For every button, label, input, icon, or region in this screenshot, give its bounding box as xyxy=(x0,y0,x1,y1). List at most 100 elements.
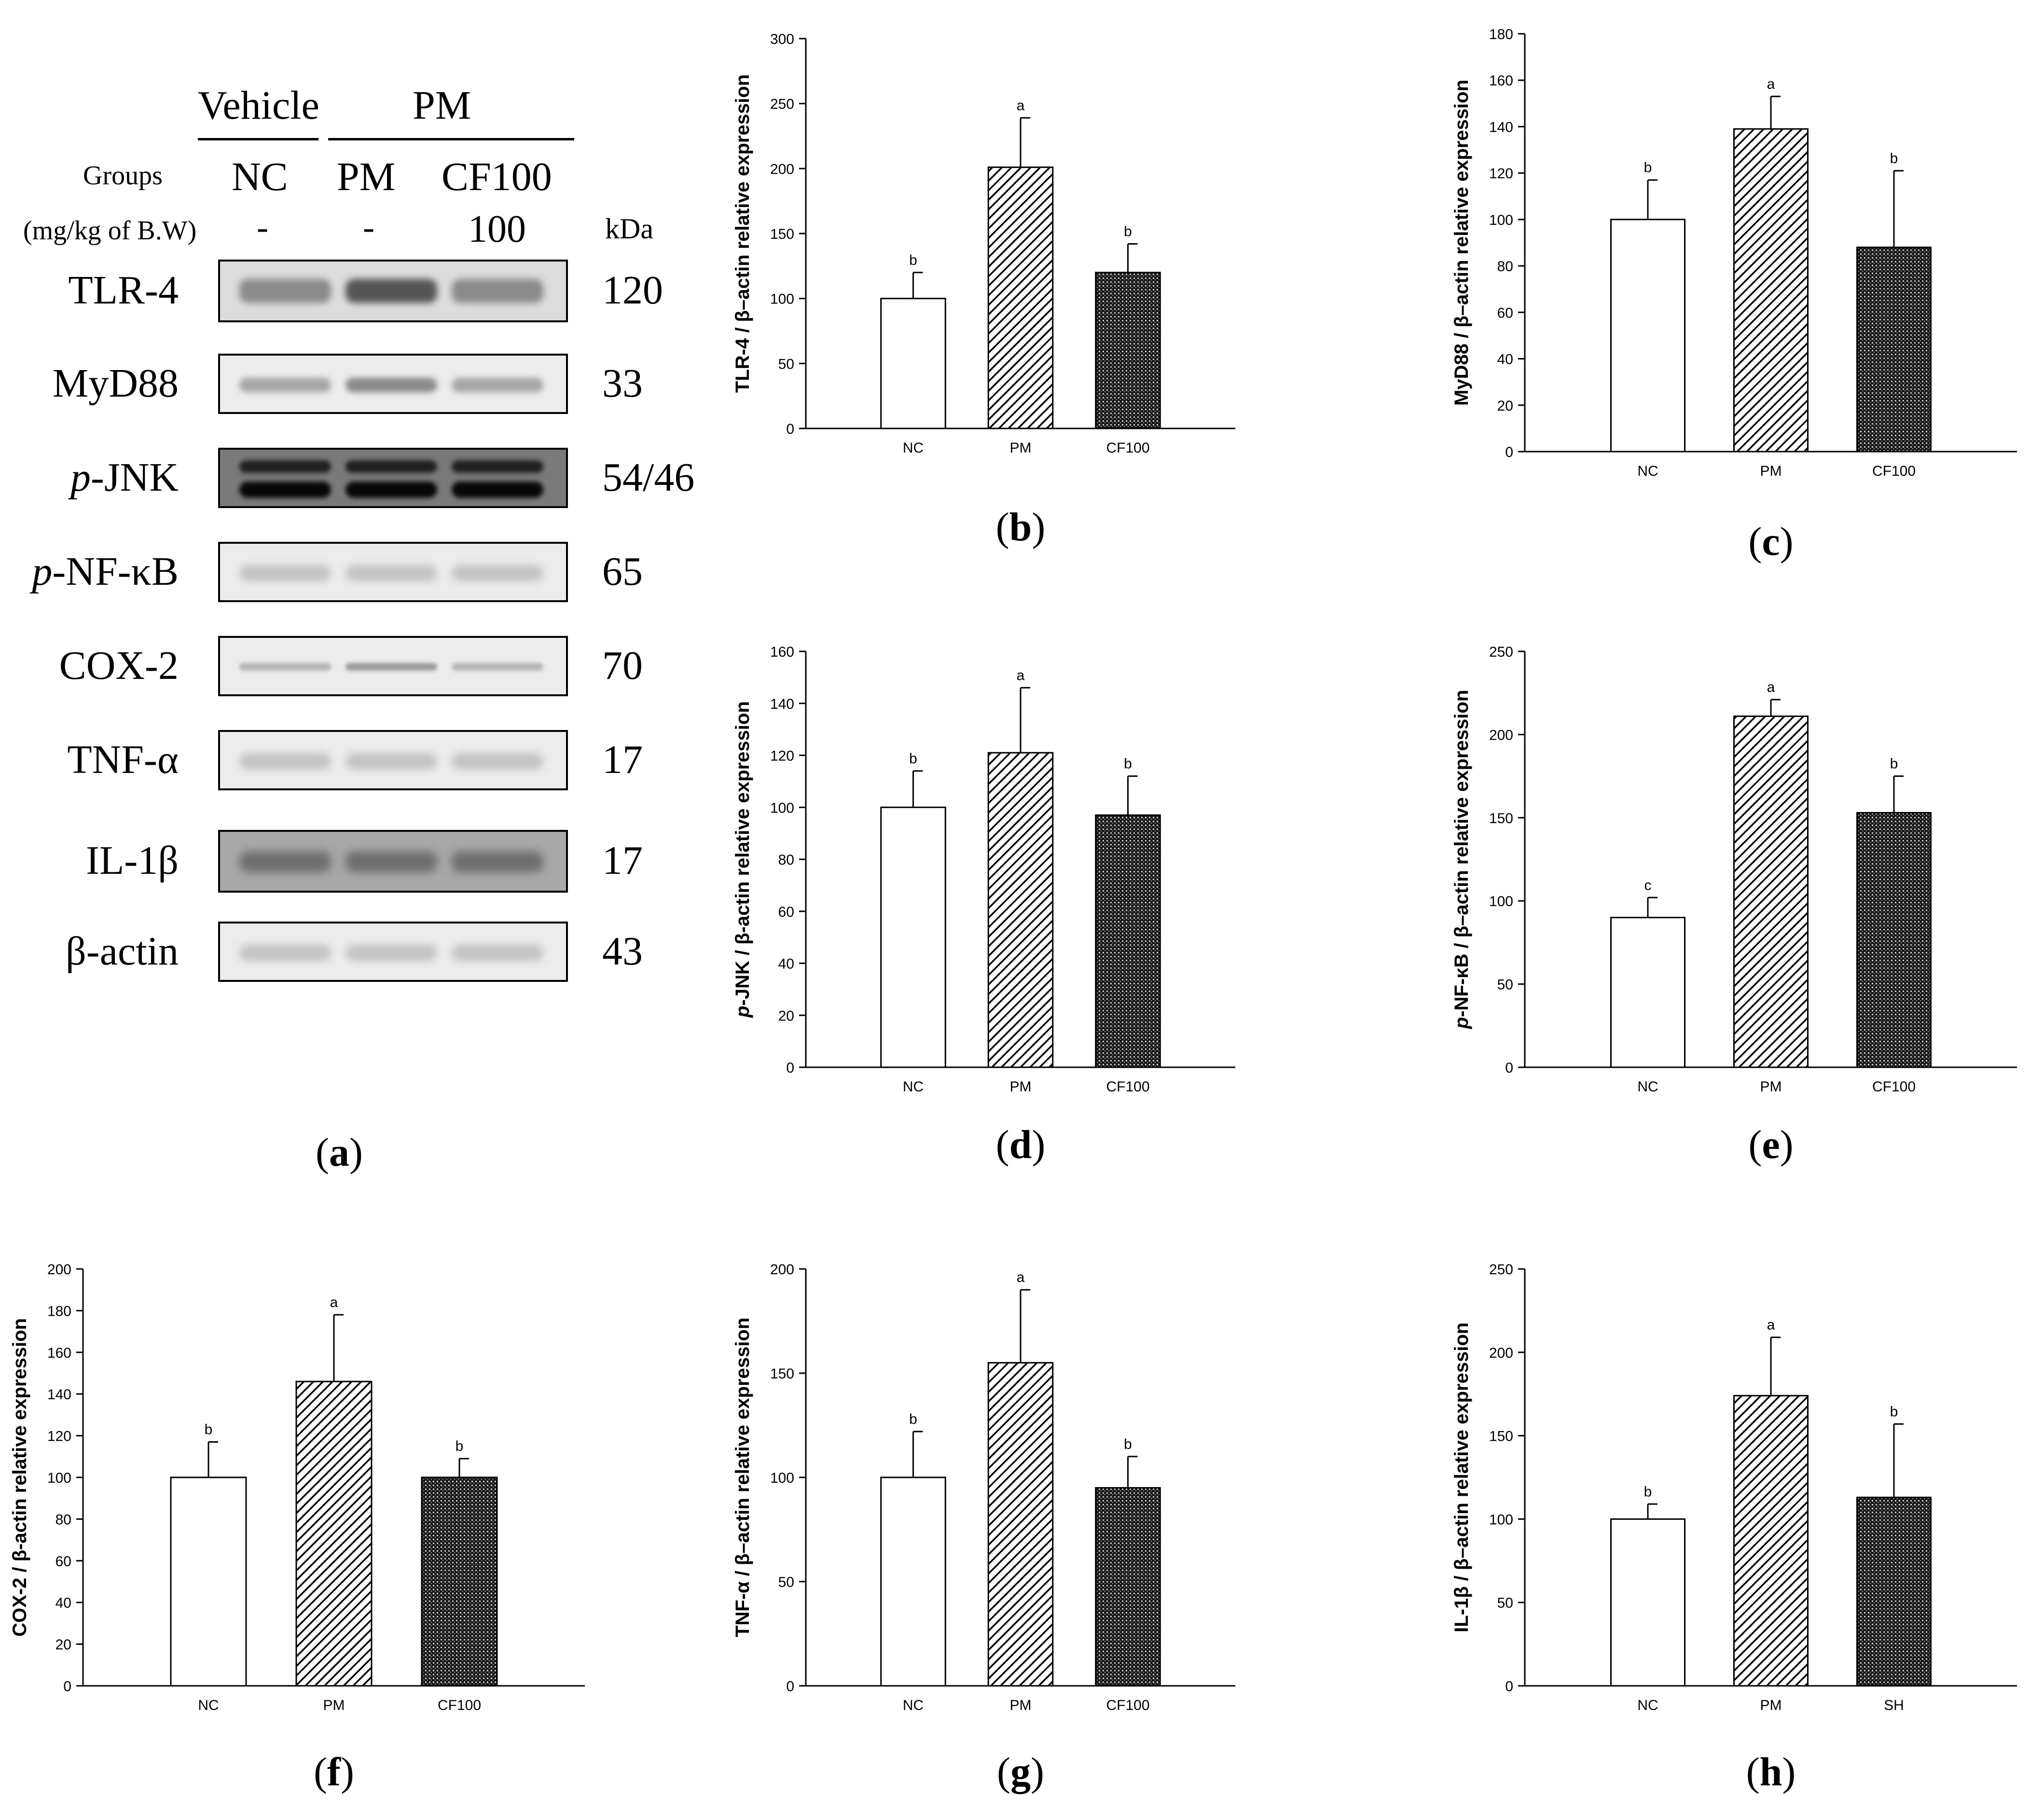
y-tick-label: 80 xyxy=(1497,259,1513,275)
y-tick-label: 160 xyxy=(770,644,794,660)
y-tick-label: 20 xyxy=(55,1637,71,1653)
x-tick-label: NC xyxy=(903,1079,924,1095)
y-tick-label: 80 xyxy=(778,852,794,868)
blot-row-label-text: -JNK xyxy=(91,455,179,500)
y-tick-label: 80 xyxy=(55,1512,71,1528)
x-tick-label: NC xyxy=(1637,1697,1658,1713)
x-tick-label: PM xyxy=(1760,463,1782,479)
y-tick-label: 150 xyxy=(1489,1429,1513,1445)
significance-letter: b xyxy=(1890,151,1898,166)
y-tick-label: 160 xyxy=(47,1345,71,1361)
protein-band xyxy=(345,753,437,770)
bar xyxy=(1733,128,1809,453)
blot-band-strip xyxy=(218,542,568,602)
x-tick-label: NC xyxy=(903,440,924,456)
blot-row-label: TLR-4 xyxy=(68,267,179,314)
y-axis-label: TLR-4 / β–actin relative expression xyxy=(732,74,753,393)
x-tick-label: CF100 xyxy=(1106,1079,1149,1095)
lane-label-cf100: CF100 xyxy=(442,154,552,199)
x-tick-label: CF100 xyxy=(438,1697,481,1713)
blot-row-label-text: -NF-κB xyxy=(52,549,179,594)
bar xyxy=(880,1476,946,1687)
y-axis-label-text: IL-1β / β–actin relative expression xyxy=(1451,1323,1472,1632)
significance-letter: b xyxy=(1124,756,1132,772)
y-axis-label: MyD88 / β–actin relative expression xyxy=(1451,80,1472,406)
protein-band xyxy=(452,460,543,473)
chart-panel-e: 0 50 100 150 200 250 p-NF-κB / β–actin relativ… xyxy=(1451,644,2017,1167)
y-tick-label: 0 xyxy=(786,1060,794,1076)
y-tick-label: 60 xyxy=(778,904,794,920)
blot-band-strip xyxy=(218,830,568,893)
y-tick-label: 20 xyxy=(1497,398,1513,414)
y-tick-label: 120 xyxy=(47,1429,71,1445)
blot-row-label: TNF-α xyxy=(67,736,179,783)
significance-letter: a xyxy=(1767,1317,1775,1333)
y-tick-label: 50 xyxy=(1497,1595,1513,1611)
lane-label-nc: NC xyxy=(232,154,288,199)
y-tick-label: 140 xyxy=(1489,119,1513,135)
panel-letter-paren: ( xyxy=(1748,519,1762,564)
panel-letter-paren: ) xyxy=(1031,1750,1044,1794)
blot-row-label: COX-2 xyxy=(59,642,179,689)
blot-band-strip xyxy=(218,922,568,982)
panel-letter-paren: ) xyxy=(1032,1122,1045,1167)
panel-letter-g: (g) xyxy=(997,1750,1044,1794)
significance-letter: a xyxy=(330,1295,338,1310)
bar xyxy=(1856,812,1932,1068)
y-tick-label: 0 xyxy=(786,1679,794,1695)
panel-letter-a: (a) xyxy=(316,1130,363,1175)
blot-band-strip xyxy=(218,354,568,414)
y-tick-label: 40 xyxy=(55,1595,71,1611)
bar xyxy=(1610,219,1685,453)
y-tick-label: 200 xyxy=(770,1262,794,1278)
y-axis-label-text: -NF-κB / β–actin relative expression xyxy=(1451,690,1472,1017)
dose-nc: - xyxy=(257,208,268,247)
y-tick-label: 100 xyxy=(1489,894,1513,909)
significance-letter: b xyxy=(1644,160,1652,176)
x-tick-label: SH xyxy=(1884,1697,1904,1713)
chart-panel-b: 0 50 100 150 200 250 300 TLR-4 / β–actin relati… xyxy=(732,31,1235,550)
panel-letter-e: (e) xyxy=(1748,1122,1793,1167)
x-tick-label: NC xyxy=(198,1697,219,1713)
x-tick-label: PM xyxy=(323,1697,345,1713)
protein-band xyxy=(239,460,331,473)
blot-row-kda: 54/46 xyxy=(602,455,695,500)
x-tick-label: CF100 xyxy=(1106,440,1149,456)
panel-letter-paren: ) xyxy=(341,1750,354,1794)
lane-label-pm: PM xyxy=(337,154,396,199)
protein-band xyxy=(452,851,543,872)
protein-band xyxy=(452,663,543,671)
protein-band xyxy=(452,565,543,581)
panel-letter-value: b xyxy=(1009,505,1032,550)
blot-band-strip xyxy=(218,636,568,696)
pm-group-header: PM xyxy=(413,83,471,128)
panel-letter-paren: ) xyxy=(1780,519,1794,564)
significance-letter: b xyxy=(1890,756,1898,772)
blot-row-label-text: TNF-α xyxy=(67,737,179,782)
bar xyxy=(987,166,1054,429)
significance-letter: b xyxy=(205,1422,213,1438)
x-tick-label: NC xyxy=(1637,463,1658,479)
blot-row-label-text: COX-2 xyxy=(59,643,179,688)
x-tick-label: PM xyxy=(1760,1697,1782,1713)
panel-letter-paren: ) xyxy=(1032,505,1045,550)
panel-letter-h: (h) xyxy=(1746,1750,1796,1794)
blot-row-kda: 17 xyxy=(602,737,643,782)
y-tick-label: 0 xyxy=(1505,444,1513,460)
bar xyxy=(1856,247,1932,453)
x-tick-label: CF100 xyxy=(1872,463,1916,479)
y-tick-label: 20 xyxy=(778,1008,794,1024)
significance-letter: b xyxy=(909,1411,917,1427)
blot-row-label-text: MyD88 xyxy=(52,360,179,406)
significance-letter: a xyxy=(1017,1269,1025,1285)
protein-band xyxy=(239,945,331,961)
protein-band xyxy=(452,945,543,961)
blot-row-kda: 17 xyxy=(602,838,643,883)
significance-letter: a xyxy=(1767,76,1775,92)
y-axis-label: COX-2 / β-actin relative expression xyxy=(9,1318,30,1637)
y-tick-label: 0 xyxy=(786,421,794,437)
panel-letter-paren: ( xyxy=(1746,1750,1760,1794)
y-axis-label-text: TLR-4 / β–actin relative expression xyxy=(732,74,753,393)
protein-band xyxy=(239,279,331,303)
